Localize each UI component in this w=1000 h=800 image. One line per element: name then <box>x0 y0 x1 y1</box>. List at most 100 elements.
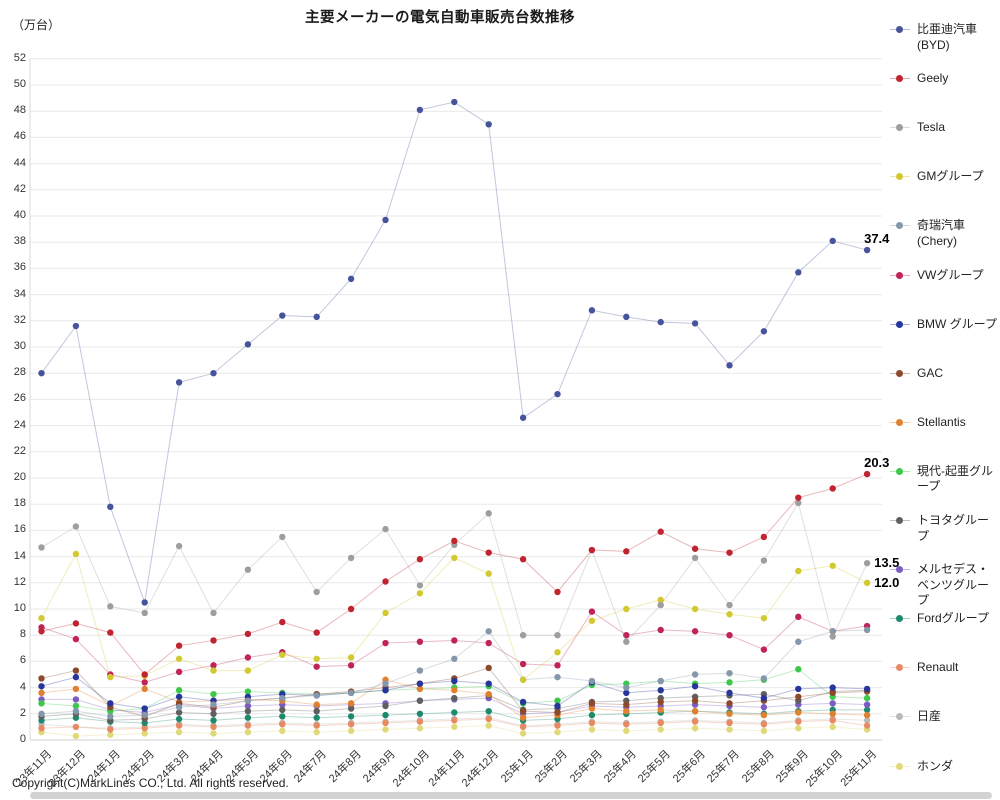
legend-item-7[interactable]: BMW グループ <box>890 317 998 333</box>
legend-item-1[interactable]: 比亜迪汽車 (BYD) <box>890 22 998 53</box>
legend-item-8[interactable]: GAC <box>890 366 998 382</box>
data-point-marker <box>863 685 871 693</box>
legend-label: メルセデス・ベンツグループ <box>917 562 990 608</box>
data-point-marker <box>347 713 355 720</box>
data-point-marker <box>726 669 733 677</box>
legend-item-6[interactable]: VWグループ <box>890 268 998 284</box>
data-point-marker <box>485 707 492 715</box>
data-point-marker <box>313 655 320 662</box>
legend-item-16[interactable]: ホンダ <box>890 759 998 775</box>
data-point-marker <box>863 246 871 254</box>
legend-marker-dot <box>896 713 903 721</box>
legend-item-14[interactable]: Renault <box>890 660 998 676</box>
legend-item-5[interactable]: 奇瑞汽車 (Chery) <box>890 218 998 249</box>
legend-label: GAC <box>917 365 944 380</box>
data-point-marker <box>519 414 527 421</box>
data-point-marker <box>623 632 630 639</box>
y-tick-label: 12 <box>13 575 26 588</box>
data-point-marker <box>691 320 699 327</box>
legend-item-9[interactable]: Stellantis <box>890 415 998 431</box>
data-point-marker <box>691 554 699 562</box>
data-point-marker <box>38 683 45 690</box>
data-point-marker <box>726 689 733 697</box>
legend-marker-dot-icon <box>890 318 910 332</box>
data-point-marker <box>519 556 527 563</box>
data-point-marker <box>107 713 114 720</box>
data-point-marker <box>107 503 114 511</box>
data-point-marker <box>554 588 561 596</box>
data-point-marker <box>451 98 458 106</box>
data-point-marker <box>863 579 871 586</box>
data-point-marker <box>382 578 389 585</box>
series-line <box>41 610 868 683</box>
data-point-marker <box>175 642 183 649</box>
y-tick-label: 4 <box>19 680 26 693</box>
data-point-marker <box>760 328 768 335</box>
legend-marker-dot <box>896 517 903 524</box>
data-point-marker <box>382 680 389 687</box>
data-point-marker <box>760 721 768 728</box>
data-point-marker <box>623 701 630 708</box>
legend-item-10[interactable]: 現代-起亜グループ <box>890 464 998 495</box>
legend-marker-dot <box>896 615 903 623</box>
legend-marker-dot <box>896 467 903 475</box>
annotation-label: 13.5 <box>874 555 900 571</box>
data-point-marker <box>38 614 45 622</box>
data-point-marker <box>72 322 80 330</box>
data-point-marker <box>38 710 45 717</box>
data-point-marker <box>141 725 148 732</box>
series-line <box>41 101 868 603</box>
legend-item-4[interactable]: GMグループ <box>890 169 998 185</box>
legend-item-12[interactable]: メルセデス・ベンツグループ <box>890 562 998 609</box>
data-point-marker <box>485 510 492 517</box>
data-point-marker <box>795 693 802 700</box>
data-point-marker <box>795 725 802 732</box>
legend-label: 比亜迪汽車 (BYD) <box>917 22 978 52</box>
legend-item-3[interactable]: Tesla <box>890 120 998 136</box>
data-point-marker <box>451 537 458 545</box>
legend-item-13[interactable]: Fordグループ <box>890 611 998 627</box>
data-point-marker <box>313 707 320 715</box>
data-point-marker <box>451 677 458 685</box>
data-point-marker <box>657 706 664 714</box>
data-point-marker <box>107 726 114 733</box>
legend-item-11[interactable]: トヨタグループ <box>890 513 998 544</box>
legend-marker-dot <box>896 271 903 279</box>
horizontal-scrollbar[interactable] <box>30 792 992 799</box>
data-point-marker <box>210 730 217 737</box>
data-point-marker <box>657 596 664 604</box>
data-point-marker <box>554 722 561 729</box>
data-point-marker <box>554 673 561 681</box>
legend-marker-dot <box>896 369 903 377</box>
data-point-marker <box>519 723 527 731</box>
data-point-marker <box>313 629 320 636</box>
data-point-marker <box>829 684 836 691</box>
y-tick-label: 52 <box>13 51 26 64</box>
data-point-marker <box>829 562 836 569</box>
data-point-marker <box>623 684 630 691</box>
y-tick-label: 26 <box>13 392 26 405</box>
legend-item-2[interactable]: Geely <box>890 71 998 87</box>
data-point-marker <box>175 722 183 729</box>
data-point-marker <box>588 307 596 314</box>
data-point-marker <box>863 701 871 708</box>
data-point-marker <box>313 588 320 596</box>
legend-item-15[interactable]: 日産 <box>890 709 998 725</box>
data-point-marker <box>244 728 252 736</box>
data-point-marker <box>38 675 45 682</box>
data-point-marker <box>829 710 836 717</box>
data-point-marker <box>175 704 183 711</box>
data-point-marker <box>244 722 252 729</box>
y-tick-label: 48 <box>13 104 26 117</box>
data-point-marker <box>829 700 836 707</box>
data-point-marker <box>72 707 80 715</box>
y-tick-label: 34 <box>13 287 26 300</box>
legend-marker-dot-icon <box>890 269 910 283</box>
data-point-marker <box>726 700 733 707</box>
data-point-marker <box>416 590 424 597</box>
data-point-marker <box>829 485 836 492</box>
data-point-marker <box>279 618 286 626</box>
data-point-marker <box>691 697 699 704</box>
data-point-marker <box>726 632 733 639</box>
